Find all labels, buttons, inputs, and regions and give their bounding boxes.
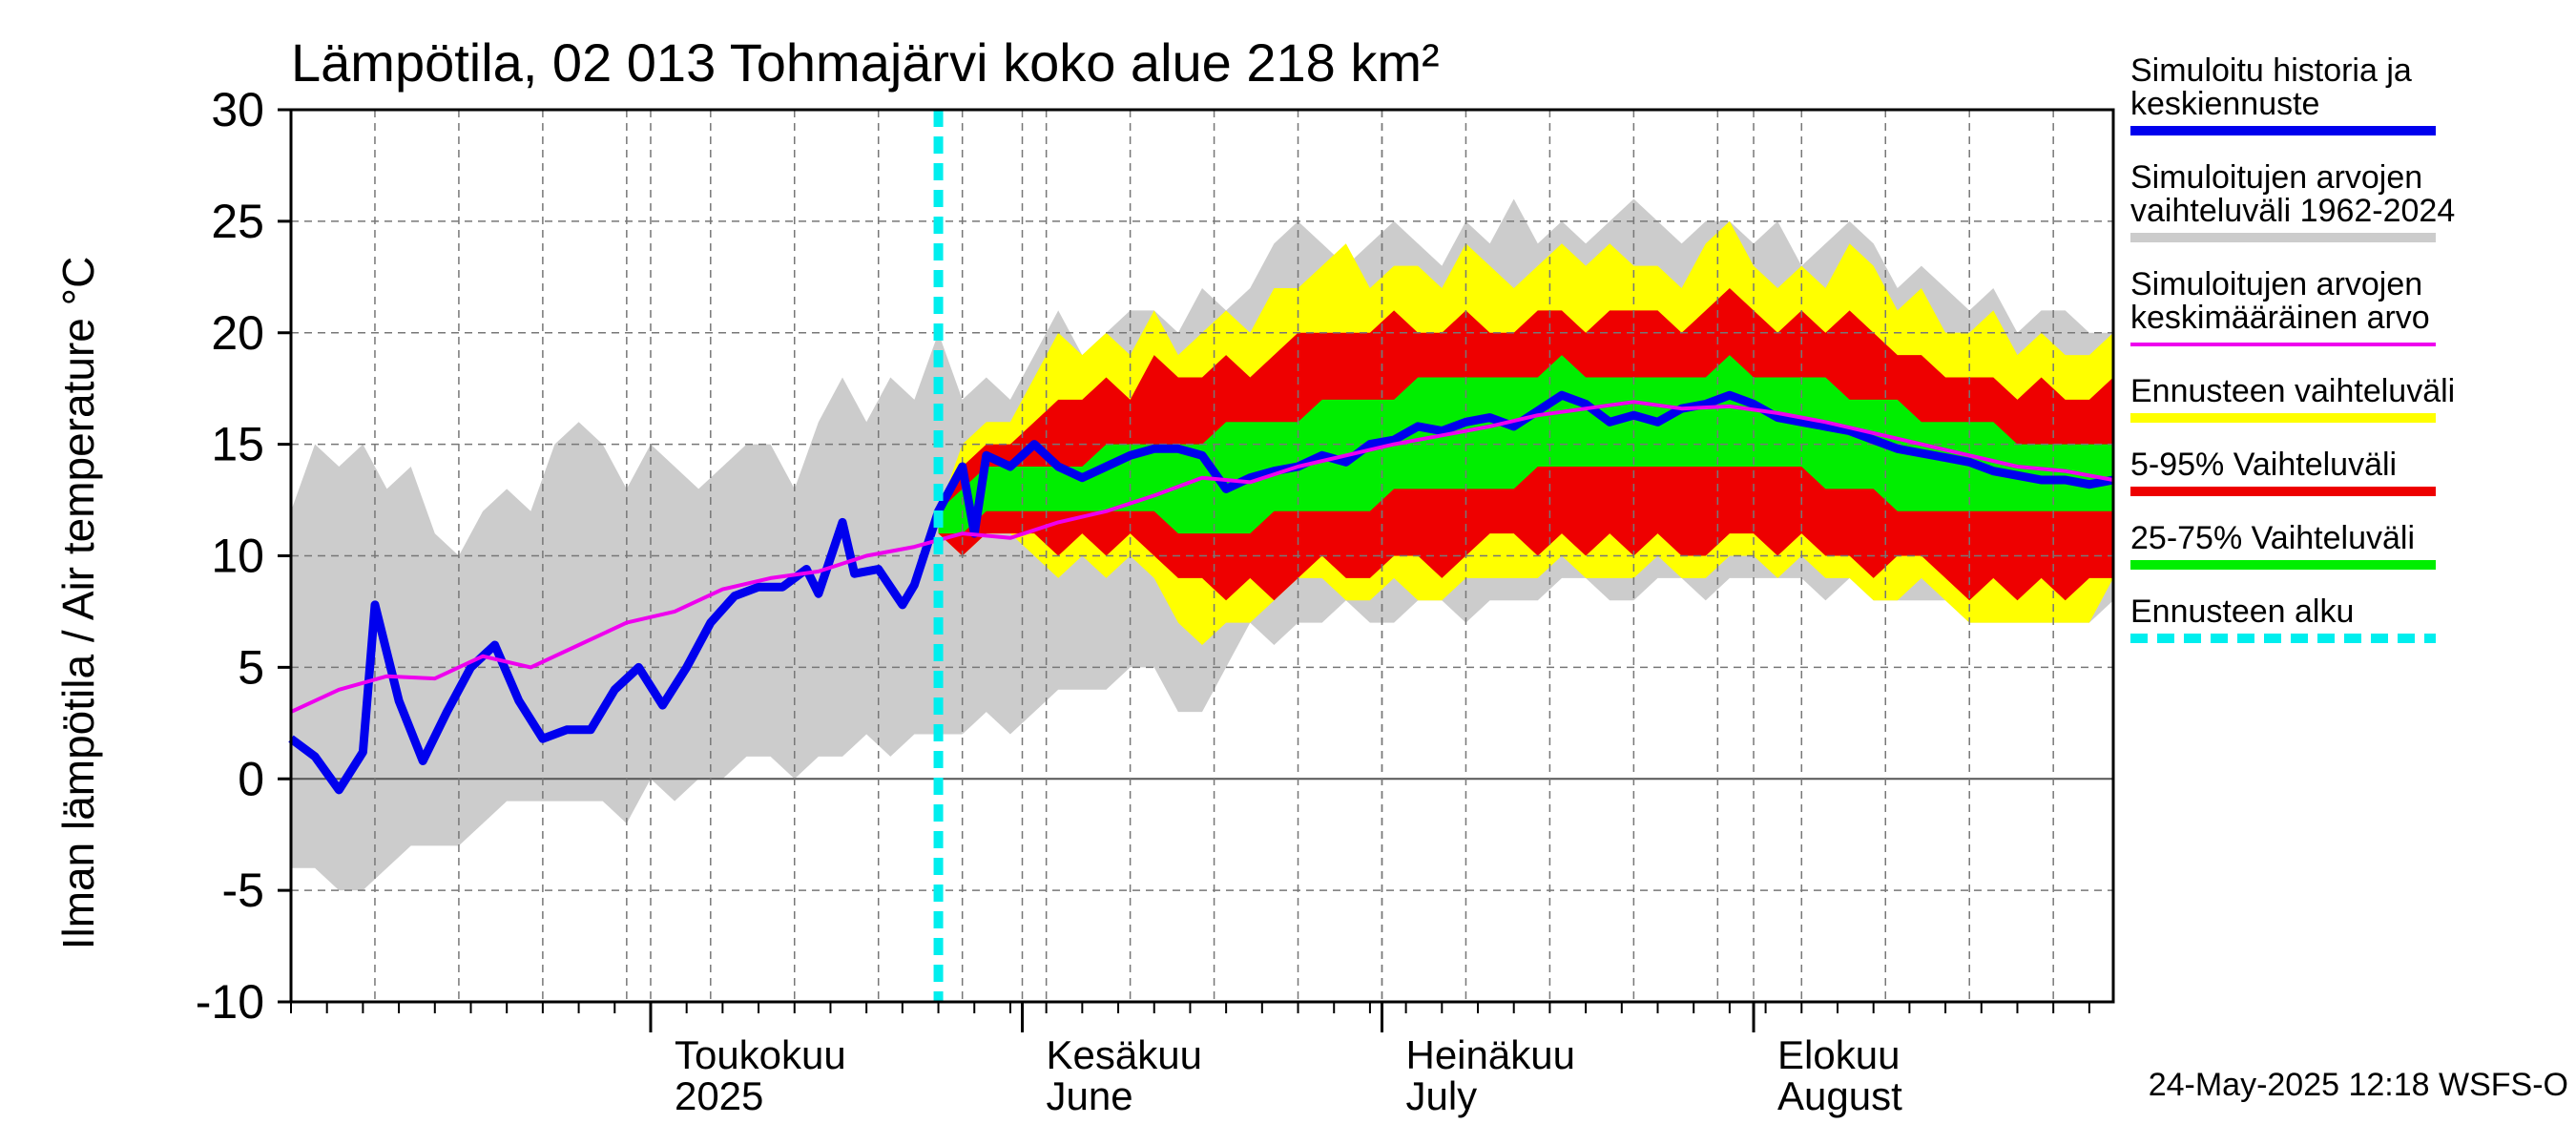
legend-label: Ennusteen alku bbox=[2130, 593, 2354, 630]
chart-title: Lämpötila, 02 013 Tohmajärvi koko alue 2… bbox=[291, 32, 1440, 93]
legend-label: Simuloitu historia ja bbox=[2130, 52, 2412, 89]
y-axis-ticks: 30 25 20 15 10 5 0 -5 -10 bbox=[196, 83, 291, 1029]
x-month-label: Toukokuu bbox=[675, 1032, 846, 1077]
y-tick-label: 30 bbox=[211, 83, 264, 136]
y-tick-label: 5 bbox=[238, 640, 264, 694]
x-month-label: Heinäkuu bbox=[1405, 1032, 1574, 1077]
y-tick-label: -5 bbox=[222, 864, 264, 917]
series-main-line bbox=[288, 390, 2114, 795]
legend: Simuloitu historia jakeskiennusteSimuloi… bbox=[2130, 52, 2455, 643]
legend-entry: Ennusteen alku bbox=[2130, 593, 2436, 643]
x-month-sublabel: June bbox=[1047, 1073, 1133, 1118]
legend-label: Ennusteen vaihteluväli bbox=[2130, 373, 2455, 409]
legend-label: Simuloitujen arvojen bbox=[2130, 266, 2422, 302]
legend-label: keskimääräinen arvo bbox=[2130, 300, 2430, 336]
y-tick-label: 10 bbox=[211, 530, 264, 583]
series-mean-line bbox=[290, 400, 2114, 714]
y-tick-label: 15 bbox=[211, 418, 264, 471]
legend-label: 25-75% Vaihteluväli bbox=[2130, 520, 2415, 556]
plot-area bbox=[288, 108, 2115, 1004]
legend-label: vaihteluväli 1962-2024 bbox=[2130, 193, 2455, 229]
legend-entry: Ennusteen vaihteluväli bbox=[2130, 373, 2455, 423]
y-tick-label: 25 bbox=[211, 195, 264, 248]
legend-label: keskiennuste bbox=[2130, 86, 2319, 122]
y-axis-label: Ilman lämpötila / Air temperature °C bbox=[53, 257, 103, 950]
legend-label: Simuloitujen arvojen bbox=[2130, 159, 2422, 196]
x-month-sublabel: 2025 bbox=[675, 1073, 763, 1118]
footer-timestamp: 24-May-2025 12:18 WSFS-O bbox=[2149, 1067, 2568, 1103]
y-tick-label: 20 bbox=[211, 306, 264, 360]
x-month-label: Kesäkuu bbox=[1047, 1032, 1202, 1077]
legend-label: 5-95% Vaihteluväli bbox=[2130, 447, 2397, 483]
legend-entry: 25-75% Vaihteluväli bbox=[2130, 520, 2436, 570]
x-month-sublabel: July bbox=[1405, 1073, 1477, 1118]
range-bands bbox=[291, 198, 2113, 891]
series-lines bbox=[288, 110, 2114, 1002]
x-month-sublabel: August bbox=[1777, 1073, 1902, 1118]
y-tick-label: -10 bbox=[196, 975, 264, 1029]
y-tick-label: 0 bbox=[238, 752, 264, 805]
legend-entry: 5-95% Vaihteluväli bbox=[2130, 447, 2436, 496]
x-month-label: Elokuu bbox=[1777, 1032, 1900, 1077]
